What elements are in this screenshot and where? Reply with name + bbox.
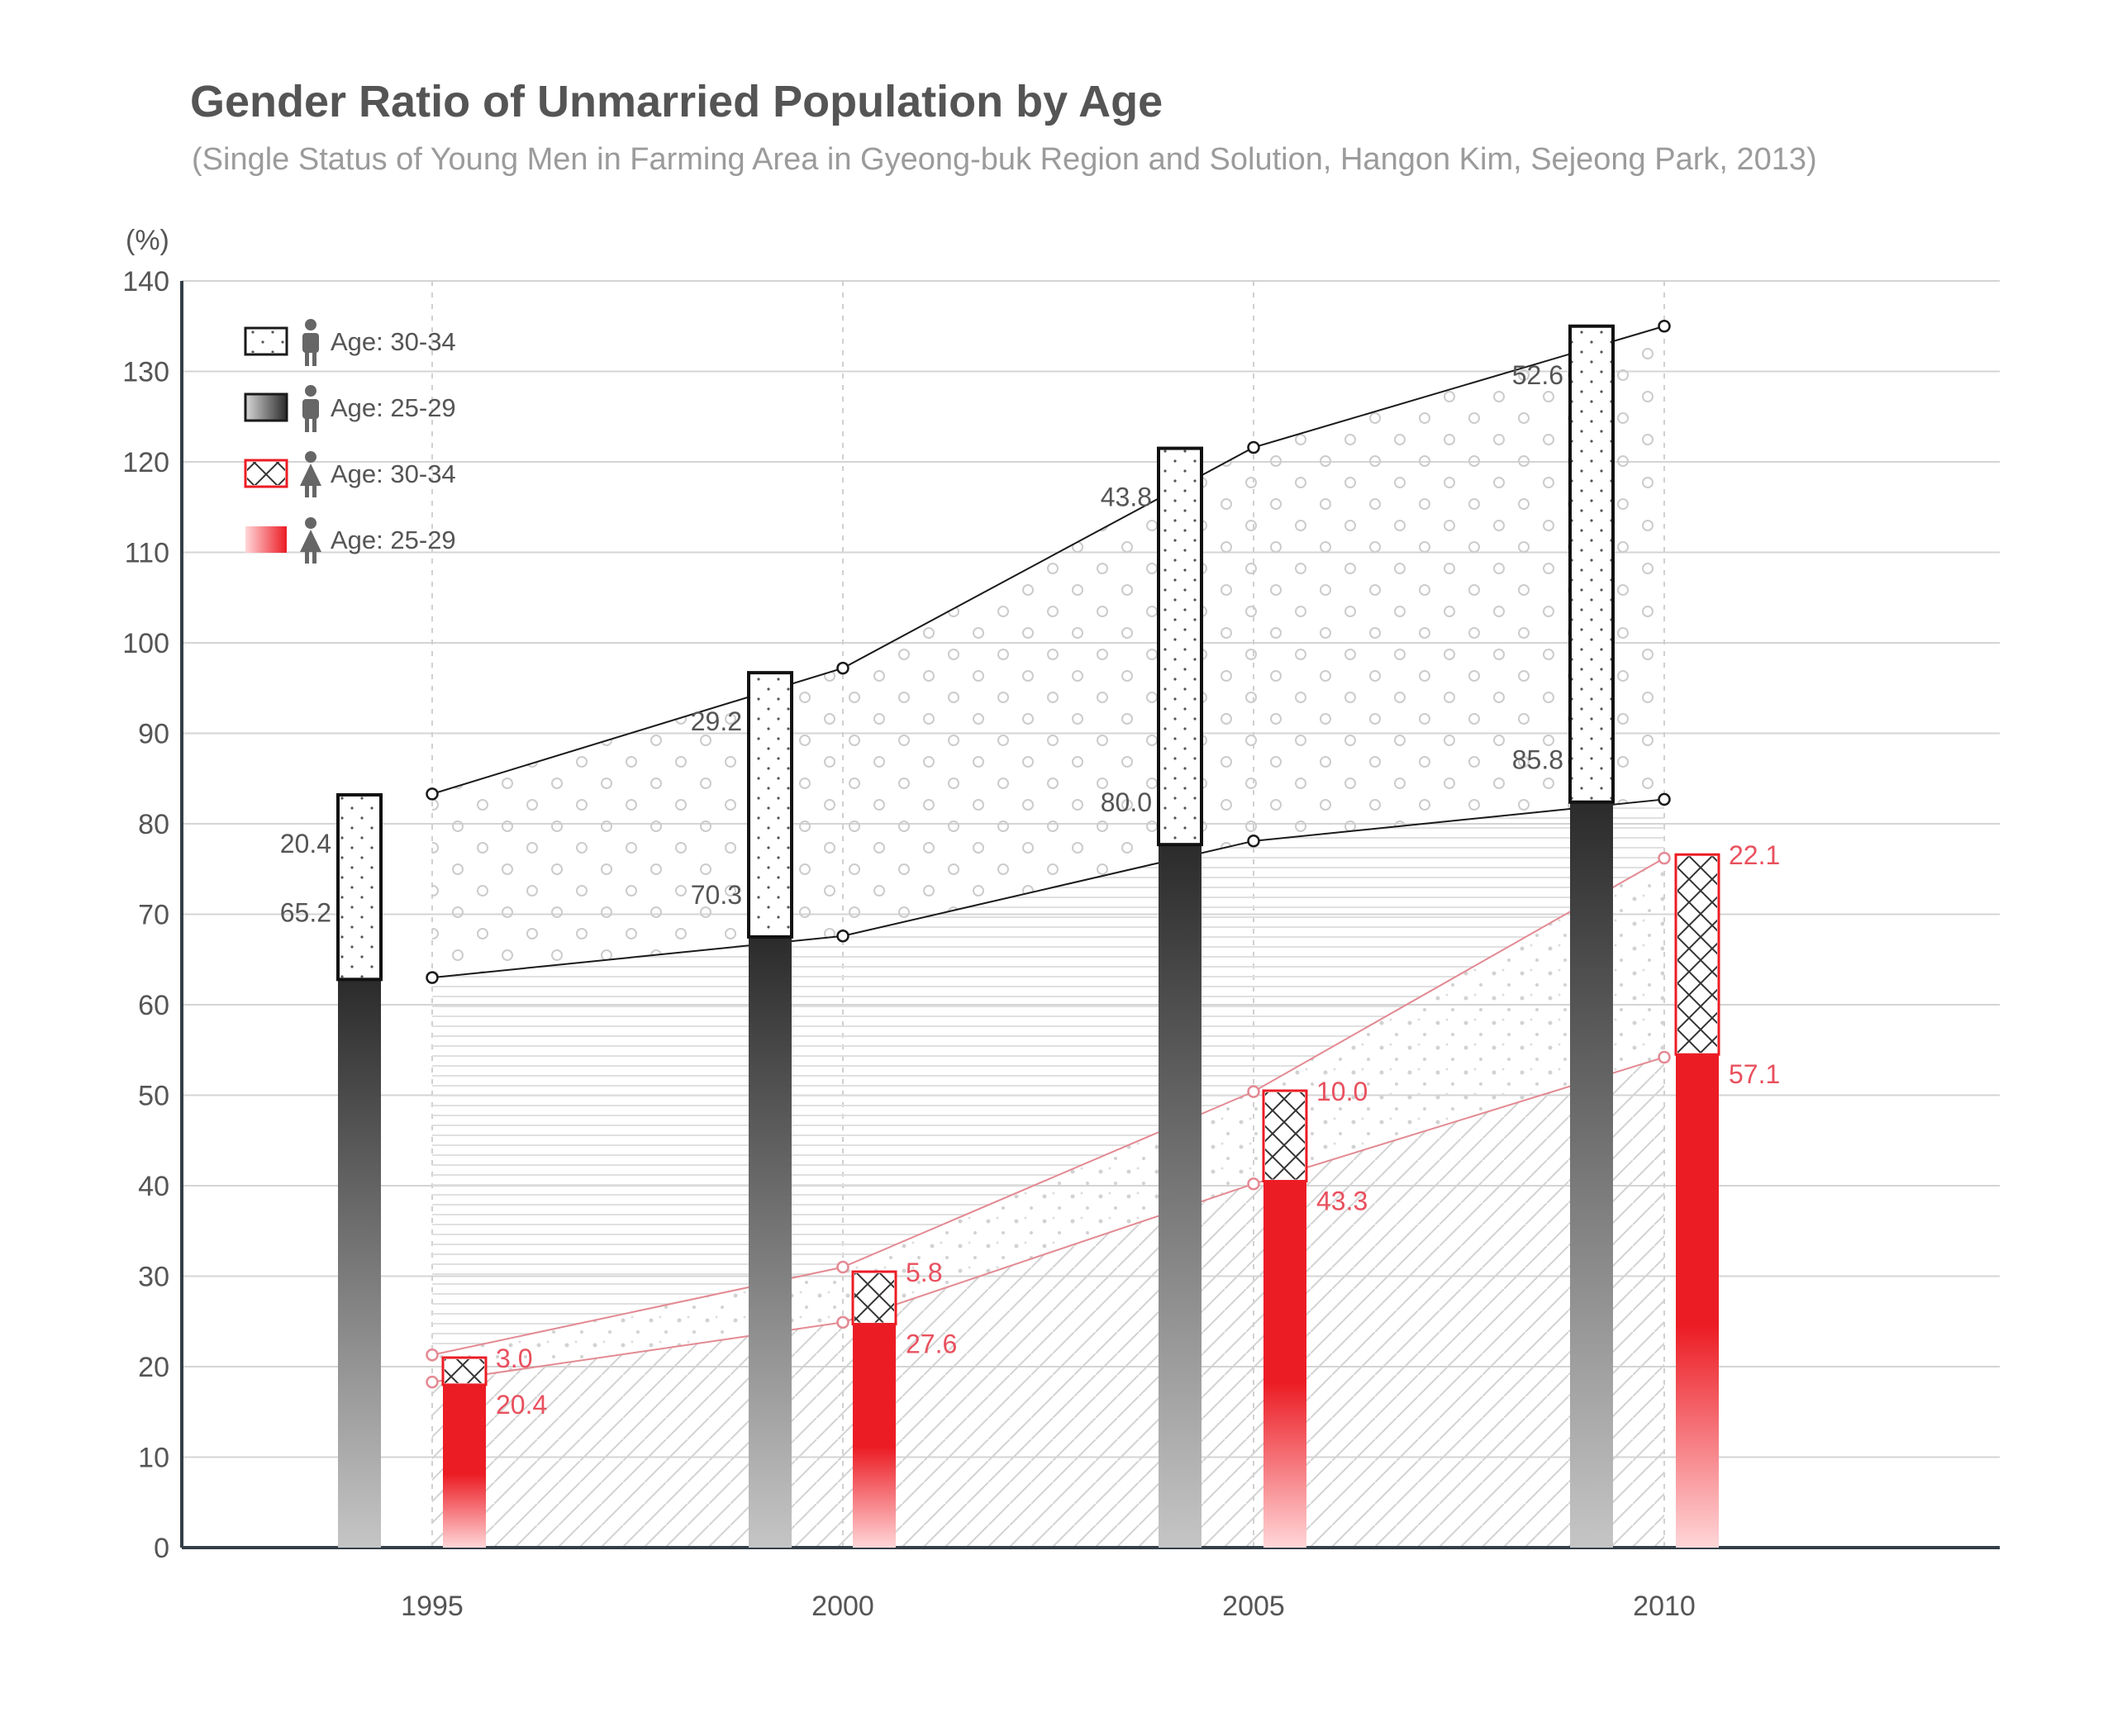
y-tick-70: 70 <box>138 900 169 931</box>
bar-female-25-29-2010 <box>1676 1054 1719 1548</box>
label-male-25-29-2010: 85.8 <box>1512 745 1563 775</box>
label-female-25-29-2000: 27.6 <box>906 1329 957 1359</box>
data-labels: 65.2 20.4 20.4 3.0 70.3 29.2 27.6 5.8 80.0 43.8 43… <box>280 360 1781 1420</box>
bar-female-30-34-pattern-2010 <box>1677 856 1717 1053</box>
trend-line-male-25-29-marker-2010 <box>1658 792 1671 806</box>
trend-line-male-25-29-marker-2005 <box>1247 835 1260 848</box>
male-person-icon <box>302 385 319 432</box>
y-tick-90: 90 <box>138 719 169 750</box>
trend-line-male-total-marker-2005 <box>1247 440 1260 454</box>
bar-male-25-29-2000 <box>749 936 792 1548</box>
bar-female-25-29-2005 <box>1263 1181 1306 1548</box>
y-tick-50: 50 <box>138 1081 169 1112</box>
y-tick-130: 130 <box>122 357 169 388</box>
bar-male-25-29-1995 <box>338 979 381 1548</box>
trend-lines <box>426 320 1671 1389</box>
y-axis-unit: (%) <box>126 225 169 256</box>
y-tick-60: 60 <box>138 990 169 1021</box>
y-tick-30: 30 <box>138 1262 169 1293</box>
bar-male-30-34-pattern-2000 <box>750 674 790 935</box>
band-female-30-34 <box>432 858 1664 1382</box>
y-tick-0: 0 <box>154 1533 169 1564</box>
legend-swatch-female-30-34-cross <box>247 462 285 485</box>
trend-line-male-25-29 <box>431 798 1665 979</box>
bar-female-25-29-1995 <box>443 1384 486 1548</box>
bar-female-30-34-pattern-2000 <box>854 1273 894 1323</box>
legend-label-male-25-29: Age: 25-29 <box>331 393 456 422</box>
chart-subtitle: (Single Status of Young Men in Farming A… <box>192 142 1817 177</box>
bar-male-25-29-2005 <box>1159 844 1202 1548</box>
trend-line-male-25-29-marker-2000 <box>836 930 849 943</box>
label-female-30-34-2005: 10.0 <box>1316 1077 1368 1106</box>
trend-line-female-25-29-marker-2000 <box>836 1315 849 1329</box>
label-female-25-29-1995: 20.4 <box>496 1390 547 1420</box>
male-person-icon <box>302 319 319 366</box>
trend-line-female-total <box>431 857 1665 1356</box>
label-female-30-34-1995: 3.0 <box>496 1344 532 1373</box>
bar-female-30-34-pattern-1995 <box>445 1359 484 1383</box>
axis-ticks: 0 10 20 30 40 50 60 70 80 90 100 110 120 130 140 (%) 199… <box>122 225 1696 1622</box>
female-person-icon <box>300 517 321 564</box>
label-female-30-34-2010: 22.1 <box>1729 840 1780 870</box>
trend-line-female-total-marker-1995 <box>426 1348 439 1362</box>
band-female-25-29 <box>432 1057 1664 1548</box>
y-tick-80: 80 <box>138 809 169 840</box>
trend-line-male-total-marker-1995 <box>426 787 439 801</box>
y-tick-140: 140 <box>122 266 169 297</box>
trend-line-female-25-29-marker-2005 <box>1247 1177 1260 1191</box>
trend-line-female-total-marker-2005 <box>1247 1085 1260 1098</box>
bar-male-30-34-pattern-2010 <box>1572 327 1611 801</box>
female-person-icon <box>300 451 321 497</box>
y-tick-110: 110 <box>125 538 169 569</box>
bar-female-25-29-2000 <box>853 1324 896 1548</box>
trend-line-female-25-29-marker-2010 <box>1658 1050 1671 1064</box>
label-male-25-29-1995: 65.2 <box>280 897 331 927</box>
bars <box>336 324 1720 1548</box>
y-tick-40: 40 <box>138 1171 169 1202</box>
bar-male-30-34-pattern-1995 <box>340 796 379 978</box>
legend-swatch-female-25-29 <box>245 526 287 553</box>
label-female-25-29-2010: 57.1 <box>1729 1059 1780 1089</box>
band-male-30-34 <box>432 326 1664 978</box>
trend-line-male-total-marker-2010 <box>1658 320 1671 333</box>
label-female-30-34-2000: 5.8 <box>906 1258 942 1287</box>
x-tick-2010: 2010 <box>1633 1591 1696 1622</box>
trend-line-female-25-29 <box>431 1056 1665 1383</box>
band-male-25-29 <box>432 799 1664 1355</box>
bar-male-30-34-pattern-2005 <box>1160 449 1200 844</box>
trend-line-female-total-marker-2000 <box>836 1260 849 1274</box>
y-tick-20: 20 <box>138 1352 169 1383</box>
chart-title: Gender Ratio of Unmarried Population by … <box>190 77 1163 126</box>
trend-line-male-total <box>431 325 1665 795</box>
label-female-25-29-2005: 43.3 <box>1316 1187 1368 1216</box>
x-tick-2005: 2005 <box>1222 1591 1285 1622</box>
bar-female-30-34-pattern-2005 <box>1265 1092 1305 1180</box>
y-tick-120: 120 <box>122 447 169 478</box>
x-tick-1995: 1995 <box>401 1591 464 1622</box>
y-tick-10: 10 <box>138 1443 169 1474</box>
legend-swatch-male-25-29 <box>244 392 288 422</box>
legend-label-female-30-34: Age: 30-34 <box>331 459 456 488</box>
x-tick-2000: 2000 <box>811 1591 874 1622</box>
legend-label-female-25-29: Age: 25-29 <box>331 526 456 554</box>
y-tick-100: 100 <box>122 628 169 659</box>
label-male-25-29-2005: 80.0 <box>1101 787 1152 817</box>
label-male-30-34-2005: 43.8 <box>1101 483 1152 512</box>
trend-line-male-25-29-marker-1995 <box>426 971 439 984</box>
legend-label-male-30-34: Age: 30-34 <box>331 327 456 356</box>
trend-line-male-total-marker-2000 <box>836 661 849 675</box>
trend-line-female-total-marker-2010 <box>1658 851 1671 865</box>
legend-swatch-male-30-34-dots <box>247 330 285 353</box>
trend-bands <box>432 326 1664 1548</box>
label-male-30-34-1995: 20.4 <box>280 829 331 858</box>
label-male-25-29-2000: 70.3 <box>691 880 742 910</box>
legend: Age: 30-34 Age: 25-29 Age: 30-34 Age: 25… <box>244 319 456 564</box>
trend-line-female-25-29-marker-1995 <box>426 1375 439 1389</box>
label-male-30-34-2000: 29.2 <box>691 706 742 736</box>
label-male-30-34-2010: 52.6 <box>1512 360 1563 390</box>
bar-male-25-29-2010 <box>1570 801 1613 1548</box>
